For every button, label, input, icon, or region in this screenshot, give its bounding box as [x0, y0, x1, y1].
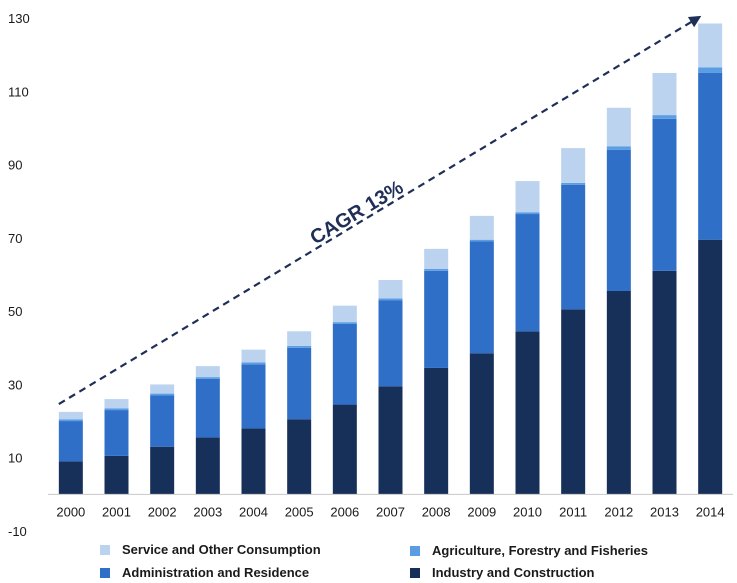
y-tick-label: 70: [8, 231, 22, 246]
bar-segment-agriculture-2004: [241, 362, 266, 365]
bar-segment-industry-2008: [424, 367, 449, 495]
bar-segment-agriculture-2000: [58, 419, 83, 422]
cagr-arrow-line: [58, 18, 697, 406]
bar-segment-industry-2001: [104, 455, 129, 495]
bar-segment-service-2002: [150, 384, 175, 394]
bar-segment-industry-2012: [606, 290, 631, 495]
x-tick-label: 2003: [193, 504, 222, 519]
bar-segment-service-2001: [104, 399, 129, 409]
bar-segment-industry-2007: [378, 386, 403, 495]
bar-segment-service-2003: [195, 366, 220, 378]
bar-segment-agriculture-2007: [378, 298, 403, 301]
bar-segment-service-2009: [469, 215, 494, 240]
bar-segment-industry-2013: [652, 270, 677, 495]
y-tick-label: 130: [8, 11, 30, 26]
bar-segment-industry-2002: [150, 446, 175, 495]
bars: [58, 23, 723, 495]
bar-segment-administration-2014: [698, 72, 723, 240]
x-tick-label: 2012: [604, 504, 633, 519]
x-tick-label: 2007: [376, 504, 405, 519]
bar-segment-service-2005: [287, 331, 312, 346]
x-tick-label: 2001: [102, 504, 131, 519]
bar-segment-industry-2010: [515, 331, 540, 495]
x-tick-label: 2000: [56, 504, 85, 519]
bar-segment-administration-2002: [150, 395, 175, 447]
cagr-arrow-head: [687, 15, 702, 28]
y-tick-label: -10: [8, 524, 27, 539]
x-tick-label: 2013: [650, 504, 679, 519]
bar-segment-administration-2001: [104, 410, 129, 456]
x-tick-label: 2005: [285, 504, 314, 519]
bar-segment-service-2011: [561, 148, 586, 183]
bar-segment-agriculture-2014: [698, 67, 723, 73]
y-axis-ticks: 130 110 90 70 50 30 10 -10: [8, 11, 30, 539]
bar-segment-agriculture-2012: [606, 146, 631, 150]
bar-segment-administration-2008: [424, 270, 449, 368]
bar-segment-service-2012: [606, 107, 631, 147]
y-tick-label: 50: [8, 304, 22, 319]
bar-segment-administration-2012: [606, 149, 631, 291]
bar-segment-administration-2013: [652, 118, 677, 271]
bar-segment-service-2000: [58, 411, 83, 420]
bar-segment-administration-2006: [332, 323, 357, 405]
bar-segment-industry-2000: [58, 461, 83, 495]
bar-segment-agriculture-2002: [150, 393, 175, 396]
x-tick-label: 2008: [422, 504, 451, 519]
bar-segment-agriculture-2013: [652, 115, 677, 119]
bar-segment-administration-2007: [378, 300, 403, 387]
bar-segment-agriculture-2008: [424, 269, 449, 271]
bar-segment-administration-2003: [195, 378, 220, 438]
bar-segment-service-2007: [378, 279, 403, 299]
bar-segment-administration-2011: [561, 184, 586, 310]
bar-segment-agriculture-2005: [287, 345, 312, 348]
bar-segment-service-2006: [332, 305, 357, 323]
bar-segment-service-2014: [698, 23, 723, 68]
bar-segment-industry-2004: [241, 428, 266, 495]
bar-segment-service-2008: [424, 248, 449, 270]
bar-segment-administration-2004: [241, 364, 266, 429]
bar-segment-industry-2003: [195, 437, 220, 495]
bar-segment-service-2010: [515, 181, 540, 213]
bar-segment-industry-2005: [287, 419, 312, 495]
bar-segment-service-2004: [241, 349, 266, 363]
bar-segment-agriculture-2009: [469, 239, 494, 242]
bar-segment-administration-2010: [515, 214, 540, 332]
x-tick-label: 2009: [467, 504, 496, 519]
x-tick-label: 2010: [513, 504, 542, 519]
bar-segment-administration-2005: [287, 347, 312, 420]
y-tick-label: 110: [8, 84, 29, 99]
x-tick-label: 2011: [559, 504, 587, 519]
x-tick-label: 2014: [696, 504, 725, 519]
bar-segment-industry-2006: [332, 404, 357, 495]
bar-segment-service-2013: [652, 72, 677, 116]
bar-segment-industry-2009: [469, 353, 494, 495]
y-tick-label: 30: [8, 377, 22, 392]
x-axis-ticks: 2000 2001 2002 2003 2004 2005 2006 2007 2008 2009…: [56, 504, 724, 519]
bar-segment-industry-2011: [561, 309, 586, 495]
cagr-label: CAGR 13%: [306, 176, 407, 249]
bar-segment-agriculture-2006: [332, 322, 357, 324]
bar-segment-agriculture-2001: [104, 408, 129, 411]
y-tick-label: 10: [8, 451, 22, 466]
bar-segment-administration-2009: [469, 241, 494, 354]
y-tick-label: 90: [8, 158, 22, 173]
bar-segment-administration-2000: [58, 421, 83, 462]
bar-segment-agriculture-2010: [515, 212, 540, 215]
bar-segment-agriculture-2011: [561, 182, 586, 185]
bar-segment-agriculture-2003: [195, 377, 220, 379]
x-tick-label: 2006: [330, 504, 359, 519]
x-tick-label: 2004: [239, 504, 268, 519]
bar-segment-industry-2014: [698, 239, 723, 495]
x-tick-label: 2002: [148, 504, 177, 519]
